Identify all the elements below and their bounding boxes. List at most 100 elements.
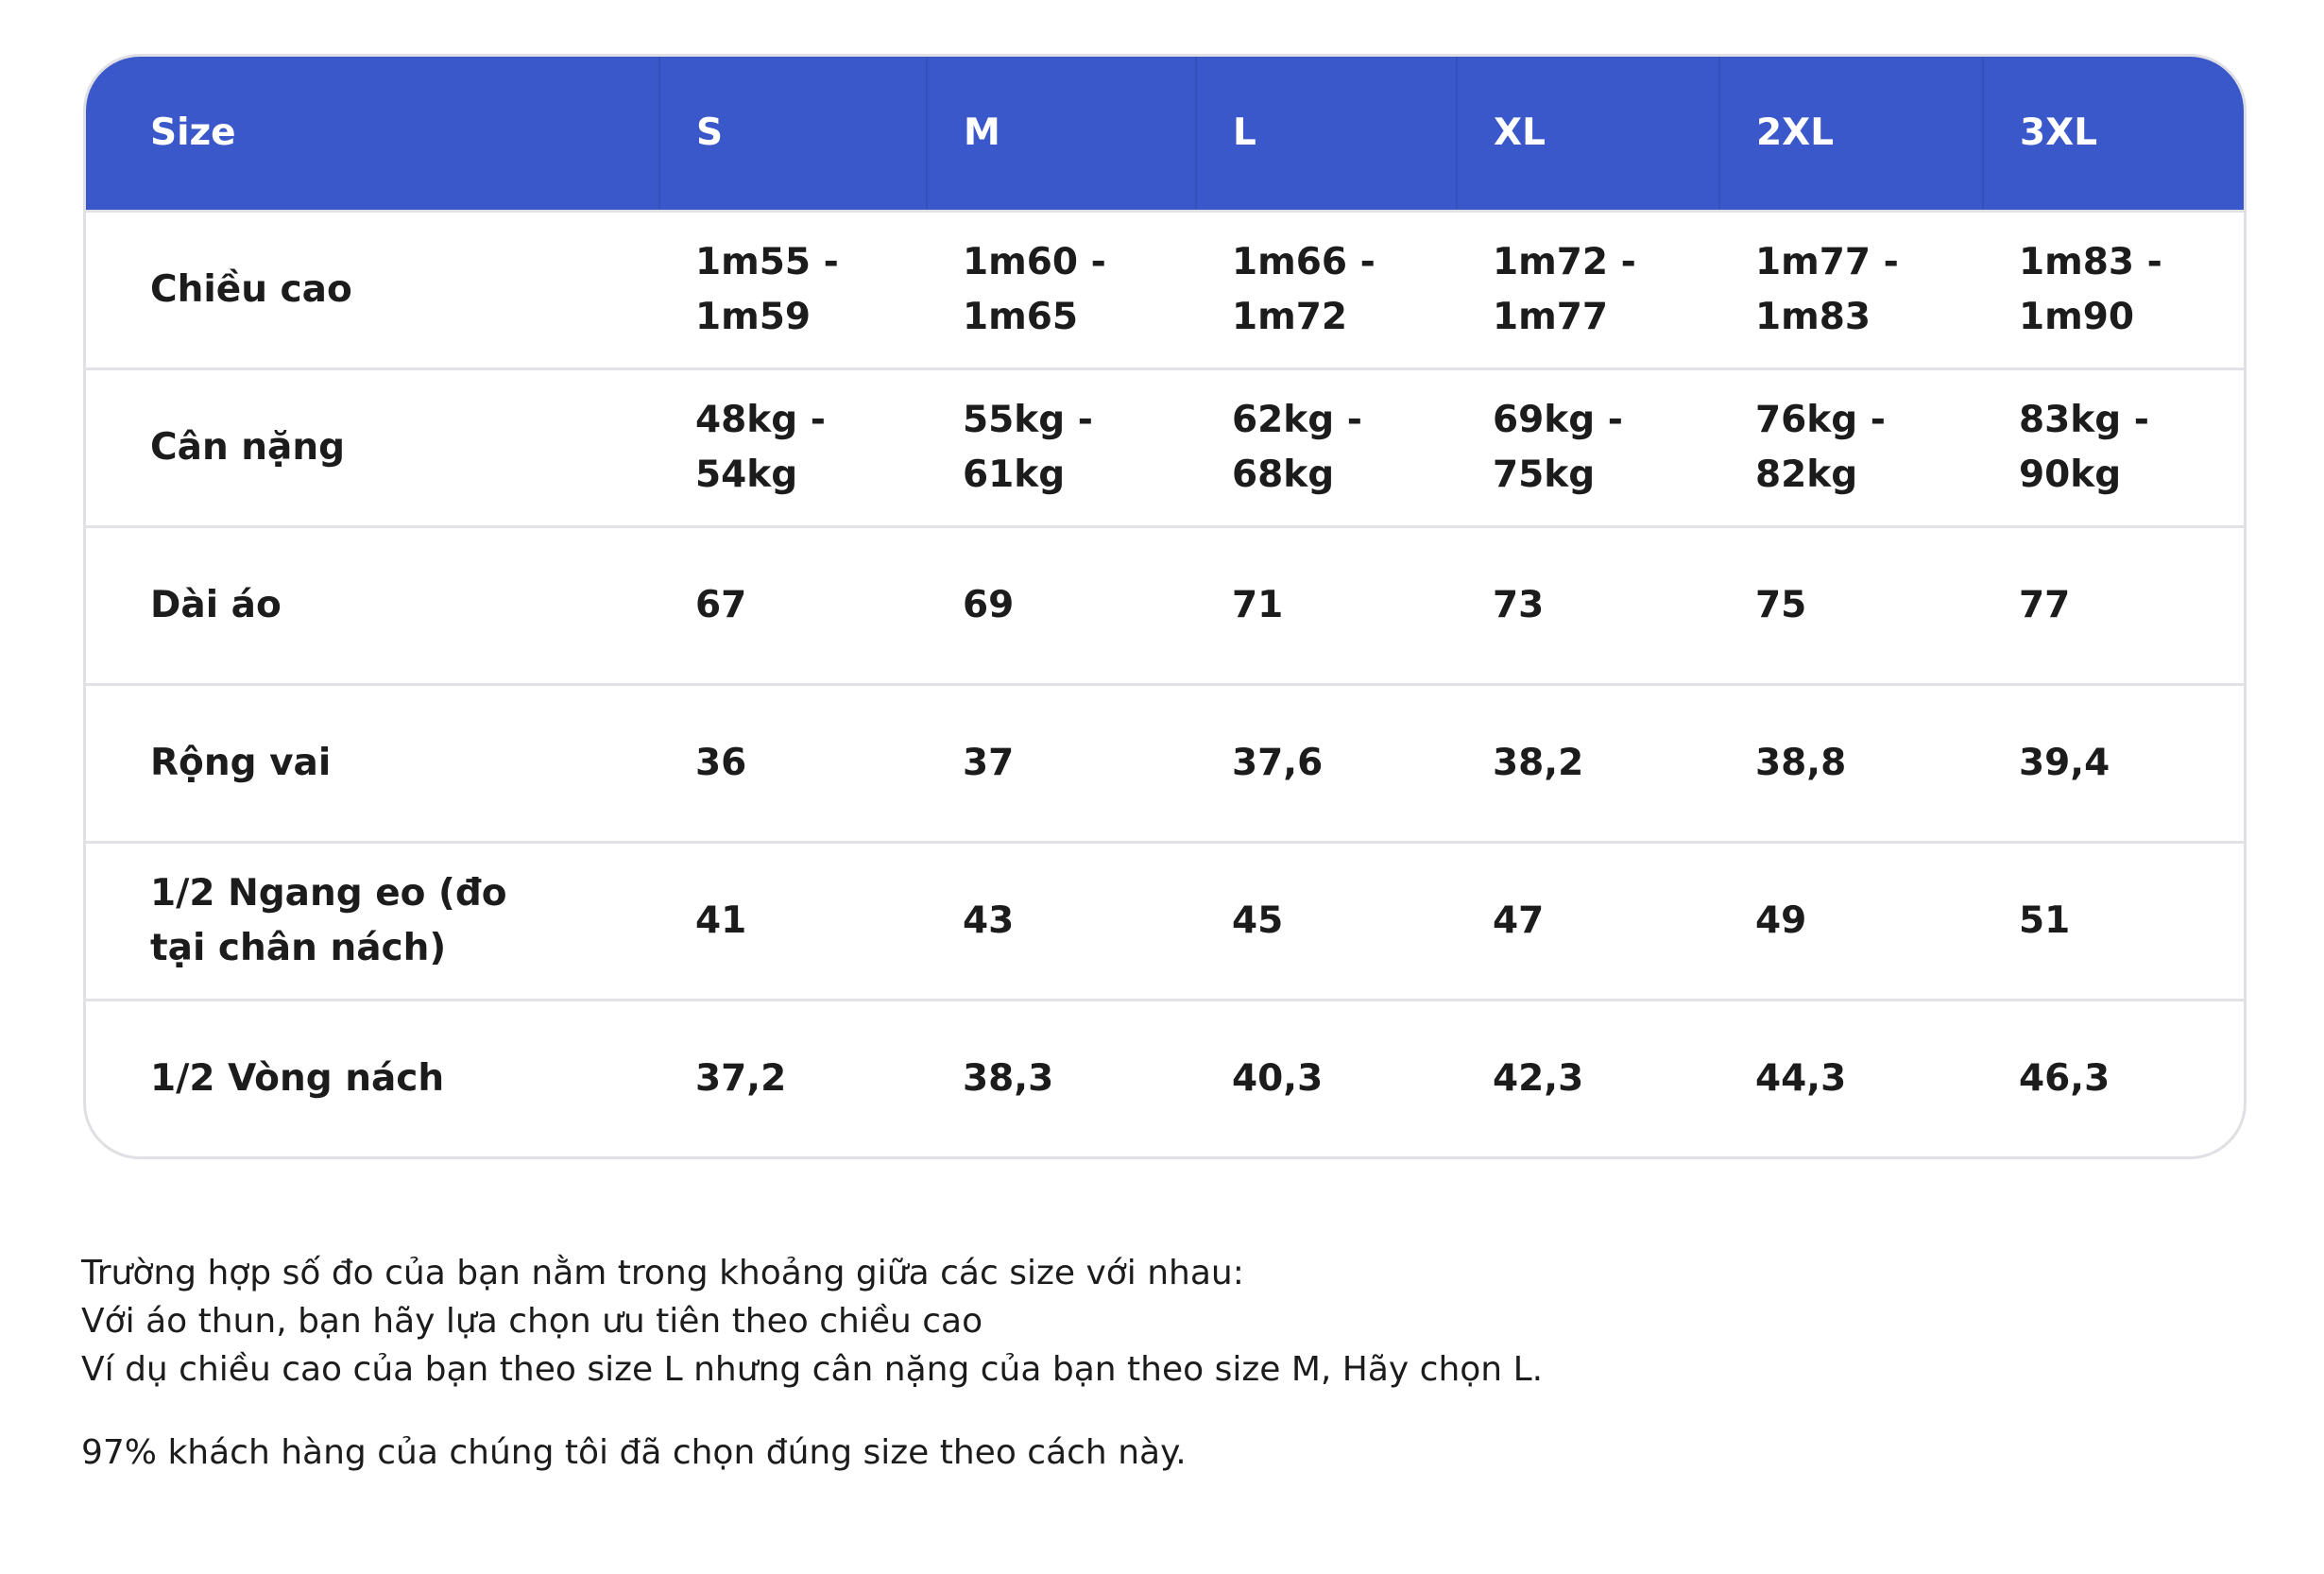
header-cell: 2XL xyxy=(1718,57,1983,212)
cell-text: 69 xyxy=(963,584,1015,626)
header-cell: S xyxy=(658,57,927,212)
cell-text: 1m66 - 1m72 xyxy=(1232,241,1376,338)
cell: 43 xyxy=(927,841,1196,1001)
cell-text: 44,3 xyxy=(1755,1057,1847,1100)
cell: 76kg - 82kg xyxy=(1719,368,1983,527)
cell-text: 75 xyxy=(1755,584,1807,626)
cell: 38,3 xyxy=(927,999,1196,1156)
cell-text: 37,2 xyxy=(695,1057,787,1100)
cell-text: Rộng vai xyxy=(150,742,332,784)
cell-text: 71 xyxy=(1232,584,1284,626)
cell: 37 xyxy=(927,683,1196,843)
cell: 38,8 xyxy=(1719,683,1983,843)
cell-text: 38,8 xyxy=(1755,742,1847,784)
cell: Dài áo xyxy=(86,525,659,685)
cell: 47 xyxy=(1457,841,1719,1001)
cell-text: 49 xyxy=(1755,899,1807,942)
cell: 40,3 xyxy=(1196,999,1457,1156)
cell-text: 39,4 xyxy=(2019,742,2110,784)
cell-text: 38,3 xyxy=(963,1057,1054,1100)
cell: 39,4 xyxy=(1983,683,2244,843)
cell-text: 37,6 xyxy=(1232,742,1324,784)
table: Size S M L XL 2XL 3XL Chiều cao 1m55 - 1m59 1m60 … xyxy=(86,57,2244,1156)
cell: 48kg - 54kg xyxy=(659,368,927,527)
cell: 69kg - 75kg xyxy=(1457,368,1719,527)
cell-text: 46,3 xyxy=(2019,1057,2110,1100)
cell-text: 55kg - 61kg xyxy=(963,399,1093,496)
cell-text: 1m72 - 1m77 xyxy=(1493,241,1636,338)
cell: Cân nặng xyxy=(86,368,659,527)
cell-text: 1m55 - 1m59 xyxy=(695,241,839,338)
notes: Trường hợp số đo của bạn nằm trong khoản… xyxy=(81,1249,1543,1394)
cell: Rộng vai xyxy=(86,683,659,843)
note-line: Với áo thun, bạn hãy lựa chọn ưu tiên th… xyxy=(81,1302,983,1341)
cell-text: Chiều cao xyxy=(150,268,352,311)
cell-text: 69kg - 75kg xyxy=(1493,399,1623,496)
cell: 75 xyxy=(1719,525,1983,685)
cell: 83kg - 90kg xyxy=(1983,368,2244,527)
cell: 1m72 - 1m77 xyxy=(1457,210,1719,369)
row: 1/2 Ngang eo (đo tại chân nách) 41 43 45 47 4… xyxy=(86,841,2244,1001)
cell-text: 77 xyxy=(2019,584,2071,626)
cell-text: 43 xyxy=(963,899,1015,942)
cell: 1m60 - 1m65 xyxy=(927,210,1196,369)
row: Chiều cao 1m55 - 1m59 1m60 - 1m65 1m66 - 1m… xyxy=(86,210,2244,369)
cell-text: 83kg - 90kg xyxy=(2019,399,2149,496)
cell-text: 62kg - 68kg xyxy=(1232,399,1362,496)
cell-text: Cân nặng xyxy=(150,426,346,469)
cell: 1/2 Ngang eo (đo tại chân nách) xyxy=(86,841,659,1001)
cell: 38,2 xyxy=(1457,683,1719,843)
cell-text: 48kg - 54kg xyxy=(695,399,826,496)
cell: 1m83 - 1m90 xyxy=(1983,210,2244,369)
cell: 62kg - 68kg xyxy=(1196,368,1457,527)
cell: 36 xyxy=(659,683,927,843)
note-line: Ví dụ chiều cao của bạn theo size L nhưn… xyxy=(81,1350,1544,1389)
cell: 42,3 xyxy=(1457,999,1719,1156)
cell-text: 42,3 xyxy=(1493,1057,1584,1100)
cell: 73 xyxy=(1457,525,1719,685)
header-cell: XL xyxy=(1456,57,1719,212)
cell-text: 1m83 - 1m90 xyxy=(2019,241,2162,338)
cell: Chiều cao xyxy=(86,210,659,369)
cell: 71 xyxy=(1196,525,1457,685)
cell-text: 76kg - 82kg xyxy=(1755,399,1886,496)
cell-text: 37 xyxy=(963,742,1015,784)
cell: 41 xyxy=(659,841,927,1001)
row: Cân nặng 48kg - 54kg 55kg - 61kg 62kg - 68k… xyxy=(86,368,2244,527)
size-table: Size S M L XL 2XL 3XL Chiều cao 1m55 - 1m59 1m60 … xyxy=(83,54,2247,1159)
footnote: 97% khách hàng của chúng tôi đã chọn đún… xyxy=(81,1433,1187,1472)
cell: 45 xyxy=(1196,841,1457,1001)
cell-text: 1/2 Ngang eo (đo tại chân nách) xyxy=(150,872,507,969)
row: Rộng vai 36 37 37,6 38,2 38,8 39,4 xyxy=(86,683,2244,843)
cell: 49 xyxy=(1719,841,1983,1001)
cell-text: 51 xyxy=(2019,899,2071,942)
cell-text: 40,3 xyxy=(1232,1057,1324,1100)
cell: 37,2 xyxy=(659,999,927,1156)
cell-text: 73 xyxy=(1493,584,1545,626)
cell: 69 xyxy=(927,525,1196,685)
cell-text: 45 xyxy=(1232,899,1284,942)
cell-text: 47 xyxy=(1493,899,1545,942)
cell: 44,3 xyxy=(1719,999,1983,1156)
row: 1/2 Vòng nách 37,2 38,3 40,3 42,3 44,3 46,3 xyxy=(86,999,2244,1156)
cell: 1m55 - 1m59 xyxy=(659,210,927,369)
cell-text: 36 xyxy=(695,742,747,784)
cell: 1m66 - 1m72 xyxy=(1196,210,1457,369)
header-row: Size S M L XL 2XL 3XL xyxy=(86,57,2244,212)
header-cell: M xyxy=(926,57,1196,212)
header-cell: 3XL xyxy=(1982,57,2244,212)
row: Dài áo 67 69 71 73 75 77 xyxy=(86,525,2244,685)
cell: 67 xyxy=(659,525,927,685)
cell-text: 1/2 Vòng nách xyxy=(150,1057,445,1100)
cell-text: 38,2 xyxy=(1493,742,1584,784)
cell: 55kg - 61kg xyxy=(927,368,1196,527)
header-cell: L xyxy=(1195,57,1457,212)
cell: 51 xyxy=(1983,841,2244,1001)
note-line: Trường hợp số đo của bạn nằm trong khoản… xyxy=(81,1254,1244,1292)
cell-text: 1m60 - 1m65 xyxy=(963,241,1106,338)
cell-text: 1m77 - 1m83 xyxy=(1755,241,1899,338)
cell: 1/2 Vòng nách xyxy=(86,999,659,1156)
cell-text: 67 xyxy=(695,584,747,626)
cell: 37,6 xyxy=(1196,683,1457,843)
